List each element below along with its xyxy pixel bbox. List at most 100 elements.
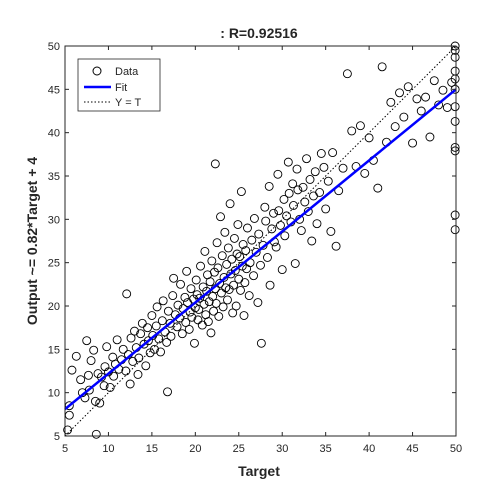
x-axis: 5 10 15 20 25 30 35 40 45 50 — [62, 46, 462, 455]
data-point — [310, 167, 320, 177]
data-point — [319, 162, 329, 172]
data-point — [377, 62, 387, 72]
data-point — [143, 323, 152, 333]
data-point — [99, 381, 109, 391]
data-point — [191, 275, 201, 285]
data-point — [206, 328, 216, 338]
x-tick-label: 5 — [62, 443, 68, 455]
data-point — [390, 122, 400, 132]
data-point — [280, 231, 290, 241]
legend: Data Fit Y = T — [77, 58, 161, 112]
data-point — [166, 331, 176, 341]
data-point — [267, 224, 277, 234]
data-point — [450, 74, 460, 84]
data-point — [133, 370, 143, 379]
data-point — [86, 356, 96, 366]
data-point — [256, 338, 266, 348]
data-point — [84, 385, 94, 395]
data-point — [305, 175, 315, 184]
x-tick-label: 40 — [363, 443, 375, 455]
data-point — [196, 261, 205, 271]
data-point — [210, 159, 220, 169]
x-tick-label: 25 — [233, 443, 245, 455]
data-point — [163, 306, 173, 316]
legend-fit-label: Fit — [115, 82, 127, 94]
data-point — [265, 280, 275, 290]
data-point — [293, 185, 303, 195]
data-point — [296, 226, 306, 236]
data-point — [235, 252, 245, 262]
data-point — [326, 227, 336, 236]
data-point — [450, 84, 460, 94]
data-point — [181, 318, 191, 327]
data-point — [82, 336, 92, 346]
fit-line — [64, 88, 457, 411]
data-point — [63, 425, 73, 435]
data-point — [208, 292, 218, 301]
data-point — [223, 295, 232, 305]
data-point — [212, 238, 222, 248]
data-point — [122, 289, 132, 299]
y-tick-label: 10 — [48, 388, 60, 400]
data-point — [102, 342, 112, 352]
data-point — [105, 383, 115, 392]
data-point — [284, 188, 294, 198]
data-point — [154, 334, 164, 344]
data-point — [121, 366, 131, 376]
data-point — [283, 157, 293, 167]
data-point — [147, 311, 157, 320]
data-point — [211, 298, 221, 308]
y-tick-label: 45 — [48, 84, 60, 96]
data-point — [292, 164, 302, 174]
y-axis-label: Output ~= 0.82*Target + 4 — [24, 157, 40, 325]
data-point — [214, 311, 224, 321]
data-point — [231, 301, 241, 311]
data-point — [152, 302, 162, 312]
data-point — [303, 207, 313, 216]
data-point — [364, 133, 374, 143]
x-tick-label: 10 — [102, 443, 114, 455]
data-point — [67, 365, 77, 375]
data-point — [169, 273, 179, 283]
plot-border — [64, 45, 457, 437]
y-tick-label: 35 — [48, 171, 60, 183]
data-point — [216, 288, 226, 298]
data-point — [269, 208, 278, 218]
data-points-layer — [63, 41, 460, 439]
y-tick-label: 5 — [54, 431, 60, 443]
data-point — [93, 369, 103, 379]
data-point — [412, 94, 422, 104]
data-point — [229, 280, 239, 290]
legend-data-label: Data — [115, 66, 139, 78]
data-point — [90, 396, 100, 406]
data-point — [421, 92, 431, 102]
data-point — [215, 279, 225, 288]
data-point — [261, 216, 271, 226]
data-point — [118, 344, 128, 354]
data-point — [247, 235, 257, 245]
data-point — [276, 220, 285, 230]
data-point — [125, 379, 135, 389]
data-point — [298, 182, 308, 192]
legend-data-marker-icon — [92, 66, 102, 76]
data-point — [434, 100, 444, 110]
data-point — [273, 169, 283, 179]
data-point — [89, 345, 99, 355]
data-point — [227, 254, 237, 264]
data-point — [180, 292, 190, 302]
data-point — [241, 246, 251, 255]
data-point — [450, 146, 460, 156]
data-point — [172, 322, 182, 332]
data-point — [182, 266, 192, 276]
y-tick-label: 30 — [48, 214, 60, 226]
data-point — [186, 284, 196, 294]
data-point — [136, 329, 146, 339]
data-point — [323, 176, 333, 186]
data-point — [207, 256, 217, 266]
x-tick-label: 45 — [406, 443, 418, 455]
data-point — [302, 154, 312, 164]
data-point — [126, 333, 136, 343]
data-point — [190, 338, 199, 348]
data-point — [256, 260, 265, 270]
